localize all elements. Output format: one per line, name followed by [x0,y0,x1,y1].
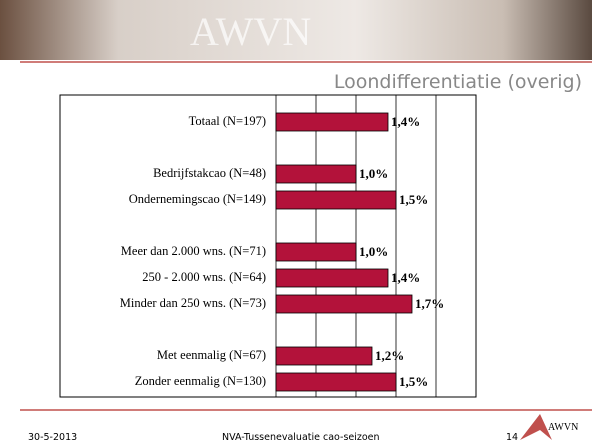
value-label: 1,4% [391,114,420,129]
category-label: Bedrijfstakcao (N=48) [153,166,266,180]
header-banner [0,0,592,60]
footer-page: 14 [506,432,518,443]
value-label: 1,5% [399,374,428,389]
bar [275,372,397,392]
value-label: 1,5% [399,192,428,207]
category-label: Minder dan 250 wns. (N=73) [120,296,266,310]
header-brand: AWVN [190,9,311,54]
footer-subject: NVA-Tussenevaluatie cao-seizoen [222,432,380,443]
bar [275,242,357,262]
category-label: Totaal (N=197) [189,114,266,128]
category-label: Met eenmalig (N=67) [157,348,266,362]
value-label: 1,0% [359,244,388,259]
bar [275,164,357,184]
footer-logo: AWVN [548,422,578,433]
footer-date: 30-5-2013 [28,432,77,443]
bar [275,294,413,314]
category-label: 250 - 2.000 wns. (N=64) [142,270,266,284]
category-label: Ondernemingscao (N=149) [129,192,266,206]
value-label: 1,4% [391,270,420,285]
logo-icon [520,414,552,440]
value-label: 1,0% [359,166,388,181]
value-label: 1,7% [415,296,444,311]
bar [275,346,373,366]
chart-frame [59,94,477,398]
bar [275,190,397,210]
value-label: 1,2% [375,348,404,363]
bar [275,112,389,132]
category-label: Zonder eenmalig (N=130) [135,374,266,388]
bar [275,268,389,288]
category-label: Meer dan 2.000 wns. (N=71) [121,244,266,258]
chart-title: Loondifferentiatie (overig) [334,71,582,93]
